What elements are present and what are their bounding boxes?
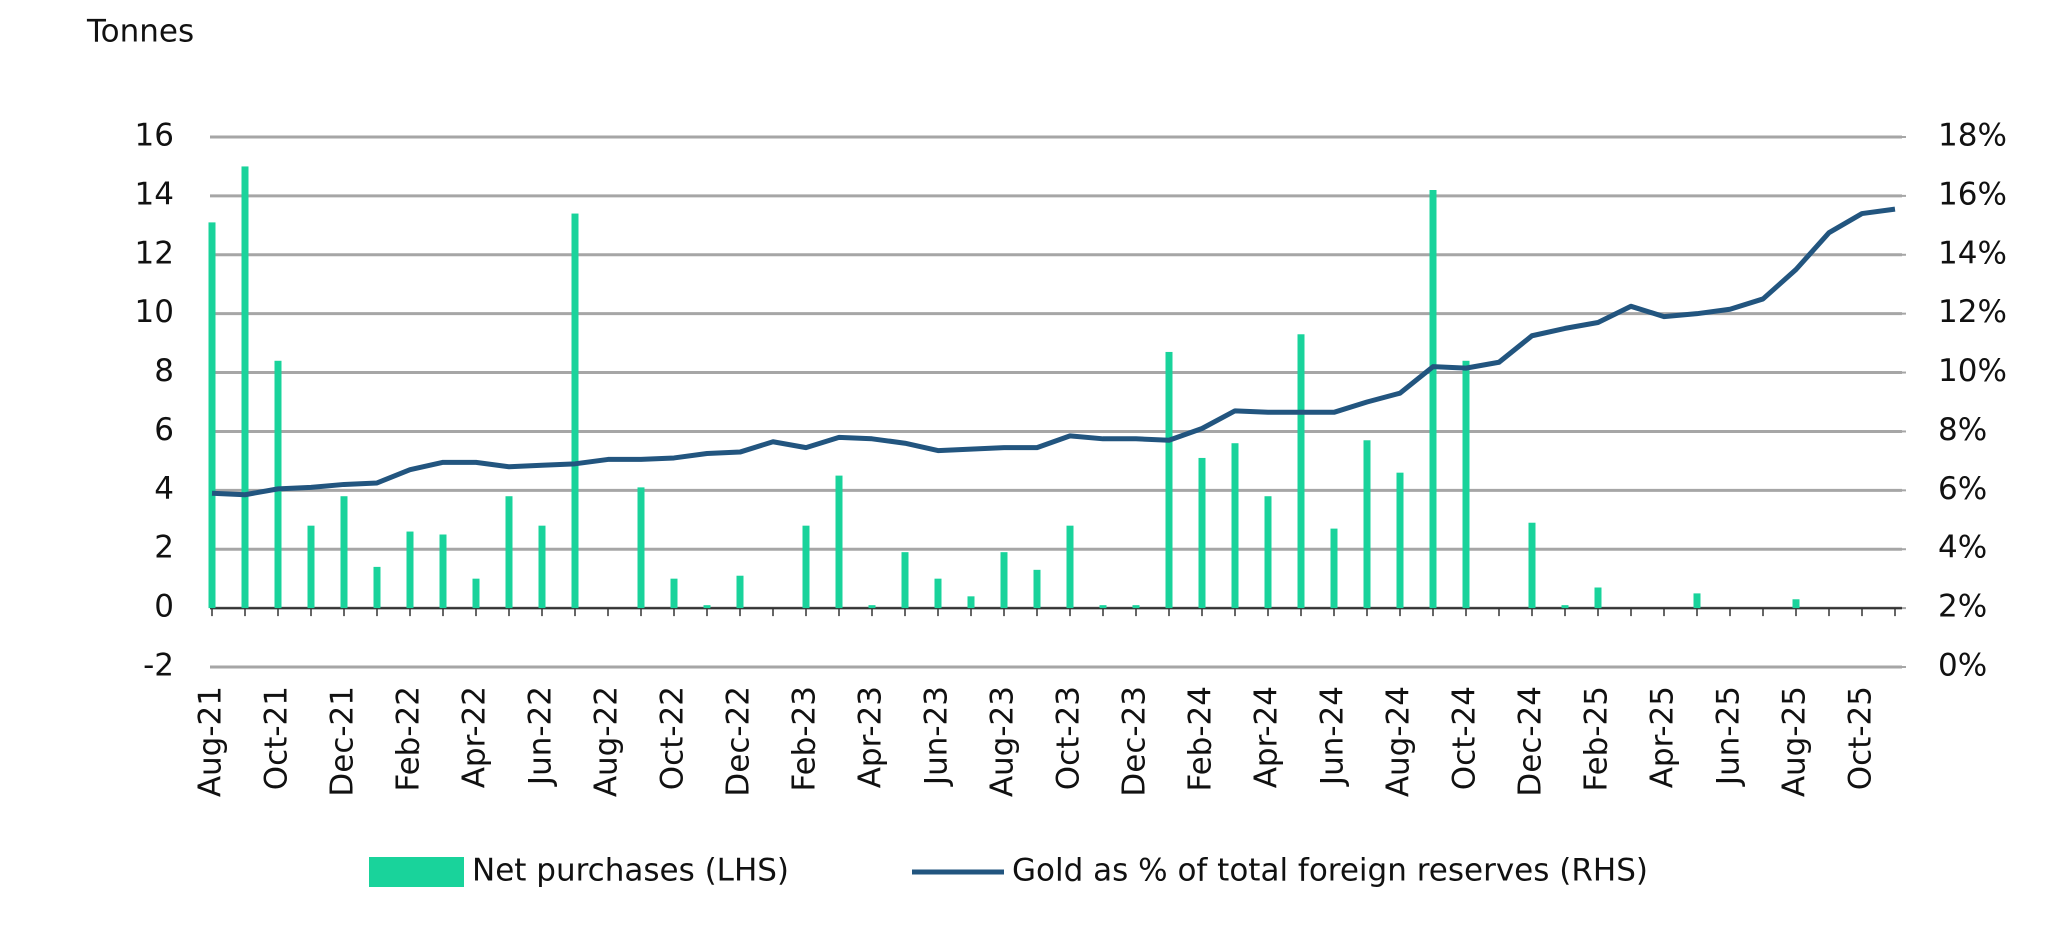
- bar: [1561, 605, 1569, 609]
- x-tick-label: Dec-22: [721, 686, 757, 797]
- bar: [1363, 440, 1371, 609]
- bar: [1594, 587, 1602, 609]
- bar: [340, 496, 348, 609]
- x-tick-label: Oct-23: [1051, 686, 1087, 790]
- bar: [1000, 552, 1008, 609]
- y2-tick-label: 14%: [1938, 235, 2007, 271]
- x-tick-label: Feb-22: [391, 686, 427, 792]
- x-tick-label: Feb-23: [787, 686, 823, 792]
- x-tick-label: Aug-25: [1777, 686, 1813, 797]
- y2-tick-label: 0%: [1938, 648, 1987, 684]
- y-tick-label: 6: [154, 412, 174, 448]
- bar: [505, 496, 513, 609]
- bar: [1429, 190, 1437, 609]
- bar: [1462, 360, 1470, 609]
- bar: [373, 566, 381, 609]
- bar: [571, 213, 579, 609]
- x-tick-label: Jun-23: [919, 686, 955, 787]
- bar: [1297, 334, 1305, 609]
- bar: [1231, 443, 1239, 609]
- bar: [1132, 605, 1140, 609]
- x-tick-label: Oct-24: [1447, 686, 1483, 790]
- x-tick-label: Oct-21: [259, 686, 295, 790]
- bar: [1165, 351, 1173, 609]
- y-tick-label: 2: [154, 530, 174, 566]
- x-tick-label: Feb-24: [1183, 686, 1219, 792]
- y-tick-label: 10: [135, 294, 174, 330]
- x-tick-label: Apr-24: [1249, 686, 1285, 788]
- y-axis-label: Tonnes: [86, 14, 194, 50]
- bar: [703, 605, 711, 609]
- x-tick-label: Jun-22: [523, 686, 559, 787]
- bar: [1033, 569, 1041, 609]
- y-tick-label: 12: [135, 235, 174, 271]
- bar: [967, 596, 975, 609]
- y-tick-label: 4: [154, 471, 174, 507]
- bar: [1693, 593, 1701, 609]
- x-tick-label: Aug-23: [985, 686, 1021, 797]
- y2-tick-label: 18%: [1938, 118, 2007, 154]
- y-tick-label: 16: [135, 118, 174, 154]
- bar: [472, 578, 480, 609]
- bar: [406, 531, 414, 609]
- y-tick-label: 8: [154, 353, 174, 389]
- bar: [538, 525, 546, 609]
- x-tick-label: Feb-25: [1579, 686, 1615, 792]
- x-tick-label: Jun-24: [1315, 686, 1351, 787]
- y2-tick-label: 10%: [1938, 353, 2007, 389]
- bar: [637, 487, 645, 609]
- x-tick-label: Oct-25: [1843, 686, 1879, 790]
- y2-tick-label: 16%: [1938, 176, 2007, 212]
- y2-tick-label: 8%: [1938, 412, 1987, 448]
- x-tick-label: Dec-24: [1513, 686, 1549, 797]
- x-tick-label: Dec-21: [325, 686, 361, 797]
- y2-tick-label: 4%: [1938, 530, 1987, 566]
- bar: [274, 360, 282, 609]
- legend-label: Gold as % of total foreign reserves (RHS…: [1012, 853, 1648, 889]
- bar: [1264, 496, 1272, 609]
- bar: [1198, 457, 1206, 609]
- x-tick-label: Dec-23: [1117, 686, 1153, 797]
- x-tick-label: Apr-22: [457, 686, 493, 788]
- legend-swatch: [369, 857, 464, 887]
- bar: [835, 475, 843, 609]
- x-tick-label: Jun-25: [1711, 686, 1747, 787]
- bar: [901, 552, 909, 609]
- y2-tick-label: 6%: [1938, 471, 1987, 507]
- y-tick-label: 14: [135, 176, 174, 212]
- bar: [208, 222, 216, 609]
- bar: [868, 605, 876, 609]
- legend-label: Net purchases (LHS): [472, 853, 789, 889]
- line: [211, 206, 1896, 498]
- bar: [1099, 605, 1107, 609]
- bar: [1396, 472, 1404, 609]
- x-tick-label: Oct-22: [655, 686, 691, 790]
- bar: [439, 534, 447, 609]
- bar: [307, 525, 315, 609]
- y-tick-label: -2: [143, 648, 174, 684]
- x-tick-label: Apr-23: [853, 686, 889, 788]
- x-tick-label: Apr-25: [1645, 686, 1681, 788]
- bar: [670, 578, 678, 609]
- bar: [1066, 525, 1074, 609]
- x-tick-label: Aug-24: [1381, 686, 1417, 797]
- bar: [934, 578, 942, 609]
- bar: [241, 166, 249, 609]
- bar: [802, 525, 810, 609]
- y2-tick-label: 2%: [1938, 589, 1987, 625]
- y-tick-label: 0: [154, 589, 174, 625]
- x-tick-label: Aug-22: [589, 686, 625, 797]
- bar: [1792, 599, 1800, 609]
- x-tick-label: Aug-21: [193, 686, 229, 797]
- y2-tick-label: 12%: [1938, 294, 2007, 330]
- bar: [1528, 522, 1536, 609]
- bar: [1330, 528, 1338, 609]
- bar: [736, 575, 744, 609]
